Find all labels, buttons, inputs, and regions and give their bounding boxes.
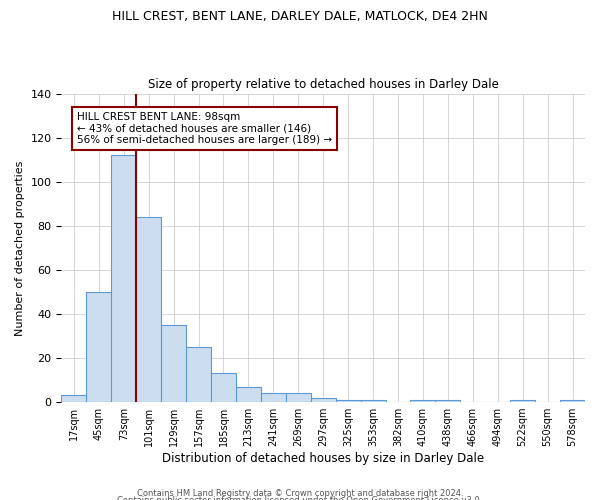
Y-axis label: Number of detached properties: Number of detached properties: [15, 160, 25, 336]
Bar: [211, 374, 236, 402]
Bar: [436, 400, 460, 402]
Bar: [510, 400, 535, 402]
Text: HILL CREST, BENT LANE, DARLEY DALE, MATLOCK, DE4 2HN: HILL CREST, BENT LANE, DARLEY DALE, MATL…: [112, 10, 488, 23]
Title: Size of property relative to detached houses in Darley Dale: Size of property relative to detached ho…: [148, 78, 499, 91]
Bar: [560, 400, 585, 402]
Bar: [261, 394, 286, 402]
Bar: [111, 156, 136, 402]
Bar: [86, 292, 111, 402]
Text: Contains public sector information licensed under the Open Government Licence v3: Contains public sector information licen…: [118, 496, 482, 500]
Bar: [335, 400, 361, 402]
Text: HILL CREST BENT LANE: 98sqm
← 43% of detached houses are smaller (146)
56% of se: HILL CREST BENT LANE: 98sqm ← 43% of det…: [77, 112, 332, 146]
Bar: [61, 396, 86, 402]
Bar: [361, 400, 386, 402]
Bar: [161, 325, 186, 402]
Bar: [136, 217, 161, 402]
X-axis label: Distribution of detached houses by size in Darley Dale: Distribution of detached houses by size …: [162, 452, 484, 465]
Bar: [236, 386, 261, 402]
Bar: [286, 394, 311, 402]
Bar: [186, 347, 211, 402]
Bar: [311, 398, 335, 402]
Text: Contains HM Land Registry data © Crown copyright and database right 2024.: Contains HM Land Registry data © Crown c…: [137, 488, 463, 498]
Bar: [410, 400, 436, 402]
